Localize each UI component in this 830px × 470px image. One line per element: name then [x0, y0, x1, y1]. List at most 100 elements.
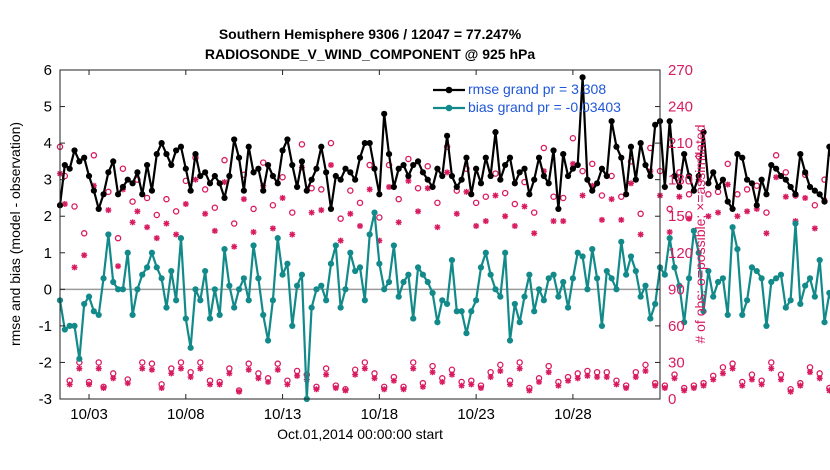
bias-point — [134, 286, 141, 293]
obs-assimilated-marker — [279, 194, 286, 201]
rmse-point — [240, 187, 247, 194]
rmse-point — [564, 172, 572, 180]
obs-assimilated-stroke — [749, 376, 755, 383]
bias-point — [623, 271, 630, 278]
rmse-point — [695, 172, 702, 180]
obs-assimilated-stroke — [95, 365, 102, 372]
bias-point — [458, 308, 465, 315]
rmse-point — [337, 176, 344, 183]
rmse-point — [826, 143, 830, 150]
obs-assimilated-stroke — [216, 381, 223, 388]
obs-assimilated-marker — [134, 208, 141, 215]
obs-assimilated-marker — [477, 385, 484, 392]
obs-assimilated-stroke — [763, 230, 770, 237]
bias-point — [574, 249, 581, 256]
rmse-point — [734, 150, 741, 158]
obs-possible-marker — [405, 155, 412, 163]
obs-assimilated-stroke — [221, 179, 228, 185]
bias-point — [269, 297, 277, 304]
obs-assimilated-stroke — [637, 231, 644, 238]
bias-point — [100, 275, 107, 282]
bias-point — [637, 293, 644, 300]
rmse-point — [666, 118, 673, 125]
bias-point — [182, 315, 189, 322]
bias-point — [85, 293, 93, 300]
rmse-point — [506, 154, 514, 161]
obs-possible-marker — [230, 220, 238, 227]
bias-point — [550, 271, 557, 278]
obs-assimilated-stroke — [241, 196, 247, 202]
bias-point — [652, 300, 659, 308]
obs-possible-marker — [322, 365, 330, 372]
obs-assimilated-stroke — [342, 387, 349, 394]
obs-assimilated-stroke — [463, 189, 470, 195]
bias-point — [555, 293, 562, 300]
obs-assimilated-marker — [787, 388, 794, 395]
obs-possible-marker — [768, 359, 775, 366]
bias-point — [206, 315, 214, 322]
bias-point — [448, 256, 456, 264]
rmse-point — [473, 165, 480, 172]
rmse-point — [613, 143, 620, 150]
obs-possible-marker — [816, 370, 823, 377]
bias-point — [671, 264, 678, 271]
obs-assimilated-stroke — [279, 195, 286, 201]
obs-assimilated-marker — [574, 375, 581, 382]
obs-assimilated-marker — [371, 375, 378, 382]
rmse-point — [371, 165, 378, 172]
rmse-point — [816, 191, 823, 198]
obs-assimilated-stroke — [105, 207, 112, 213]
obs-assimilated-marker — [715, 209, 722, 216]
obs-possible-marker — [589, 160, 596, 168]
rmse-point — [119, 183, 127, 191]
bias-point — [414, 264, 422, 271]
bias-point — [700, 308, 707, 315]
rmse-point — [777, 172, 785, 180]
rmse-point — [221, 194, 228, 202]
obs-possible-marker — [347, 187, 354, 194]
obs-assimilated-stroke — [812, 225, 818, 232]
obs-possible-marker — [482, 193, 490, 200]
bias-point — [782, 304, 789, 311]
rmse-point — [163, 150, 170, 158]
x-tick-label: 10/08 — [167, 406, 205, 423]
rmse-point — [177, 143, 185, 150]
rmse-point — [719, 176, 727, 183]
obs-possible-marker — [197, 359, 204, 366]
obs-possible-marker — [511, 200, 519, 208]
rmse-point — [579, 74, 586, 81]
obs-assimilated-stroke — [420, 384, 426, 390]
obs-possible-marker — [293, 367, 301, 375]
obs-assimilated-stroke — [710, 376, 716, 383]
obs-possible-marker — [618, 193, 625, 200]
bias-point — [816, 256, 823, 264]
obs-assimilated-marker — [347, 210, 354, 217]
obs-possible-marker — [371, 370, 378, 377]
rmse-point — [574, 161, 581, 169]
rmse-point — [110, 158, 117, 165]
bias-point — [821, 319, 828, 326]
rmse-point — [671, 172, 678, 180]
obs-assimilated-stroke — [599, 217, 605, 223]
obs-assimilated-marker — [536, 378, 543, 385]
obs-possible-marker — [269, 202, 277, 209]
obs-assimilated-marker — [390, 377, 397, 384]
obs-assimilated-marker — [444, 169, 451, 176]
bias-point — [661, 271, 668, 278]
obs-assimilated-stroke — [366, 186, 373, 193]
rmse-point — [182, 165, 189, 172]
obs-possible-marker — [245, 360, 252, 367]
bias-point — [598, 322, 606, 329]
obs-assimilated-stroke — [134, 208, 141, 215]
bias-point — [826, 289, 830, 297]
obs-assimilated-stroke — [395, 219, 402, 226]
obs-possible-marker — [148, 360, 156, 367]
obs-possible-marker — [811, 202, 819, 209]
obs-assimilated-stroke — [720, 370, 726, 377]
x-axis-label: Oct.01,2014 00:00:00 start — [277, 426, 443, 442]
obs-assimilated-stroke — [574, 375, 581, 382]
bias-point — [143, 264, 151, 271]
obs-assimilated-stroke — [415, 208, 421, 215]
obs-possible-marker — [569, 134, 577, 142]
